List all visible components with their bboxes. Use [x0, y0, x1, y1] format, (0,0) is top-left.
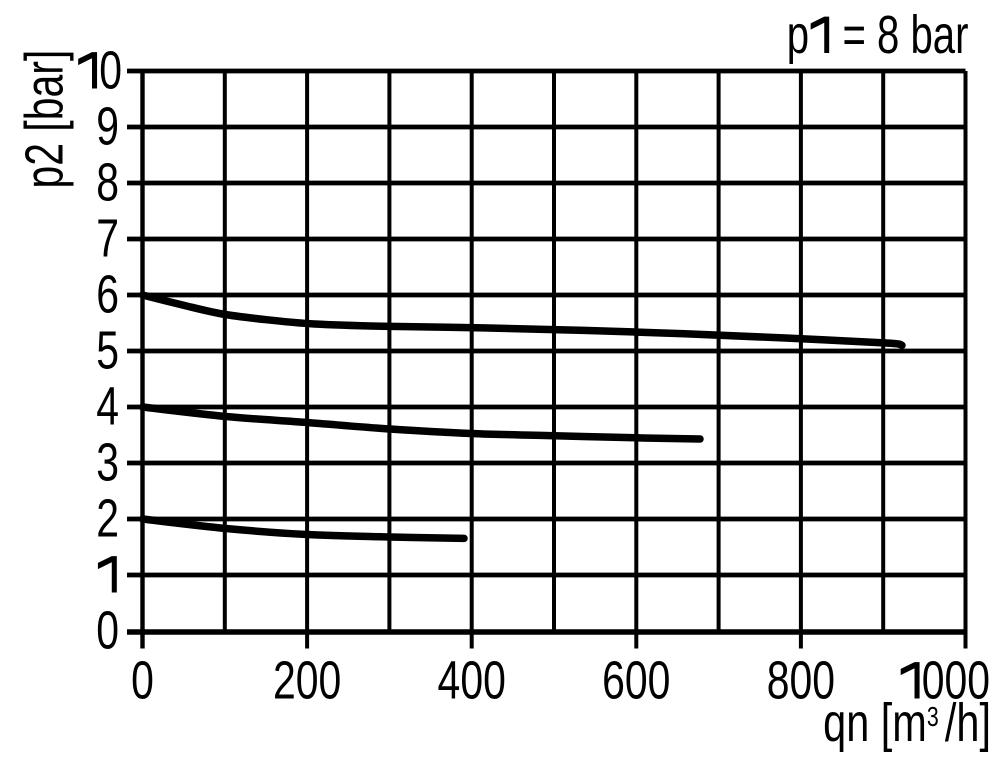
- svg-text:000: 000: [922, 651, 990, 711]
- svg-text:200: 200: [273, 651, 341, 711]
- svg-text:6: 6: [96, 265, 119, 325]
- svg-text:800: 800: [767, 651, 835, 711]
- svg-text:9: 9: [96, 97, 119, 157]
- svg-text:p: p: [787, 5, 809, 65]
- svg-text:0: 0: [131, 651, 154, 711]
- svg-text:7: 7: [96, 209, 119, 269]
- svg-text:8: 8: [96, 153, 119, 213]
- svg-text:0: 0: [99, 41, 122, 101]
- svg-text:600: 600: [602, 651, 670, 711]
- svg-text:2: 2: [96, 489, 119, 549]
- svg-text:4: 4: [96, 377, 119, 437]
- svg-text:400: 400: [438, 651, 506, 711]
- svg-text:5: 5: [96, 321, 119, 381]
- svg-text:qn [m3/h]: qn [m3/h]: [823, 694, 991, 753]
- svg-text:p2 [bar]: p2 [bar]: [15, 50, 75, 189]
- svg-text:0: 0: [96, 601, 119, 661]
- svg-text:= 8 bar: = 8 bar: [843, 5, 969, 65]
- svg-text:3: 3: [96, 433, 119, 493]
